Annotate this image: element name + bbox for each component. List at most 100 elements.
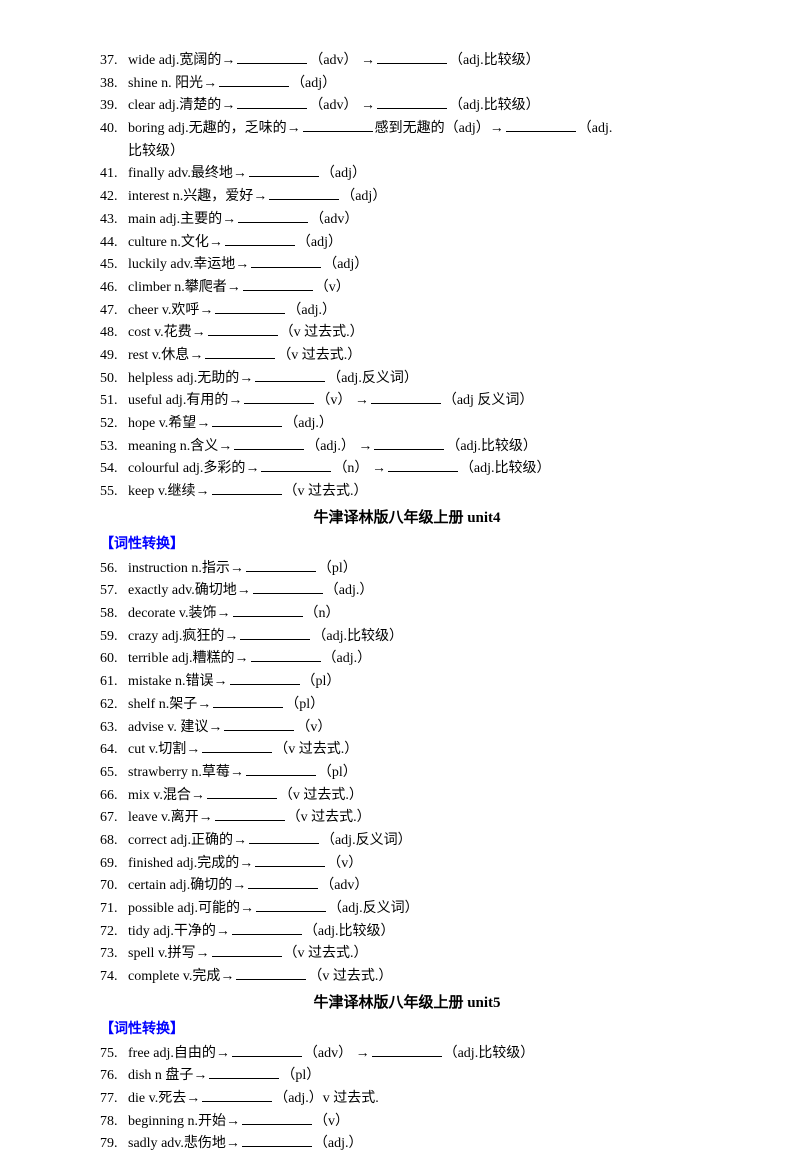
item-number: 55. (100, 481, 128, 503)
worksheet-item: 79.sadly adv.悲伤地→（adj.） (100, 1133, 714, 1155)
blank-field[interactable] (209, 1065, 279, 1079)
blank-field[interactable] (374, 436, 444, 450)
target-label: （adj） (297, 235, 342, 250)
target-label: （v 过去式.） (284, 484, 368, 499)
word: leave (128, 810, 161, 825)
blank-field[interactable] (212, 481, 282, 495)
item-number: 79. (100, 1133, 128, 1155)
blank-field[interactable] (232, 1043, 302, 1057)
part-of-speech: v.完成 (183, 969, 221, 984)
target-label: （adv） (309, 98, 357, 113)
arrow: → (214, 674, 228, 689)
arrow: → (217, 606, 231, 621)
blank-field[interactable] (234, 436, 304, 450)
blank-field[interactable] (237, 95, 307, 109)
blank-field[interactable] (215, 300, 285, 314)
blank-field[interactable] (244, 390, 314, 404)
target-label: （adj.反义词） (327, 371, 418, 386)
blank-field[interactable] (219, 73, 289, 87)
part-of-speech: n.草莓 (191, 765, 230, 780)
arrow: → (235, 651, 249, 666)
blank-field[interactable] (242, 1133, 312, 1147)
blank-field[interactable] (202, 1088, 272, 1102)
blank-field[interactable] (213, 694, 283, 708)
part-of-speech: n 盘子 (155, 1068, 194, 1083)
target-label: （adj） (341, 189, 386, 204)
blank-field[interactable] (215, 807, 285, 821)
blank-field[interactable] (255, 368, 325, 382)
item-number: 48. (100, 322, 128, 344)
blank-field[interactable] (236, 966, 306, 980)
blank-field[interactable] (261, 458, 331, 472)
blank-field[interactable] (388, 458, 458, 472)
arrow: → (224, 629, 238, 644)
blank-field[interactable] (230, 671, 300, 685)
worksheet-item: 45.luckily adv.幸运地→（adj） (100, 254, 714, 276)
part-of-speech: adv.最终地 (168, 166, 233, 181)
blank-field[interactable] (269, 186, 339, 200)
word: boring (128, 121, 168, 136)
target-label: （adv） (304, 1046, 352, 1061)
item-number: 57. (100, 580, 128, 602)
part-of-speech: n. 阳光 (161, 76, 203, 91)
worksheet-item: 74.complete v.完成→（v 过去式.） (100, 966, 714, 988)
blank-field[interactable] (506, 118, 576, 132)
part-of-speech: adj.疯狂的 (162, 629, 225, 644)
blank-field[interactable] (246, 558, 316, 572)
blank-field[interactable] (249, 163, 319, 177)
arrow: → (209, 235, 223, 250)
worksheet-item: 75.free adj.自由的→（adv） →（adj.比较级） (100, 1043, 714, 1065)
blank-field[interactable] (243, 277, 313, 291)
blank-field[interactable] (371, 390, 441, 404)
blank-field[interactable] (372, 1043, 442, 1057)
arrow: → (196, 416, 210, 431)
blank-field[interactable] (225, 232, 295, 246)
blank-field[interactable] (232, 921, 302, 935)
blank-field[interactable] (240, 626, 310, 640)
blank-field[interactable] (251, 648, 321, 662)
blank-field[interactable] (377, 50, 447, 64)
blank-field[interactable] (237, 50, 307, 64)
blank-field[interactable] (238, 209, 308, 223)
section-header-2: 【词性转换】 (100, 1019, 714, 1041)
blank-field[interactable] (246, 762, 316, 776)
part-of-speech: v.拼写 (158, 946, 196, 961)
target-label: （pl） (281, 1068, 320, 1083)
blank-field[interactable] (256, 898, 326, 912)
arrow: → (199, 303, 213, 318)
mid-text: 感到无趣的（adj） (375, 121, 490, 136)
arrow: → (227, 280, 241, 295)
item-number: 49. (100, 345, 128, 367)
blank-field[interactable] (202, 739, 272, 753)
blank-field[interactable] (208, 322, 278, 336)
blank-field[interactable] (248, 875, 318, 889)
arrow: → (253, 189, 267, 204)
blank-field[interactable] (212, 943, 282, 957)
blank-field[interactable] (212, 413, 282, 427)
blank-field[interactable] (251, 254, 321, 268)
target-label: （n） (333, 461, 368, 476)
item-number: 65. (100, 762, 128, 784)
part-of-speech: v.继续 (158, 484, 196, 499)
blank-field[interactable] (249, 830, 319, 844)
part-of-speech: adj.干净的 (153, 924, 216, 939)
blank-field[interactable] (253, 580, 323, 594)
blank-field[interactable] (205, 345, 275, 359)
blank-field[interactable] (255, 853, 325, 867)
arrow: → (239, 856, 253, 871)
target-label: （adj.比较级） (446, 439, 537, 454)
arrow: → (226, 1114, 240, 1129)
blank-field[interactable] (377, 95, 447, 109)
word: mix (128, 788, 153, 803)
blank-field[interactable] (303, 118, 373, 132)
worksheet-item: 40.boring adj.无趣的，乏味的→感到无趣的（adj）→（adj. (100, 118, 714, 140)
item-number: 50. (100, 368, 128, 390)
item-number: 77. (100, 1088, 128, 1110)
word: dish (128, 1068, 155, 1083)
blank-field[interactable] (224, 717, 294, 731)
section-2: 56.instruction n.指示→（pl）57.exactly adv.确… (100, 558, 714, 988)
blank-field[interactable] (207, 785, 277, 799)
target-label: （v） (316, 393, 351, 408)
blank-field[interactable] (233, 603, 303, 617)
worksheet-item: 42.interest n.兴趣，爱好→（adj） (100, 186, 714, 208)
